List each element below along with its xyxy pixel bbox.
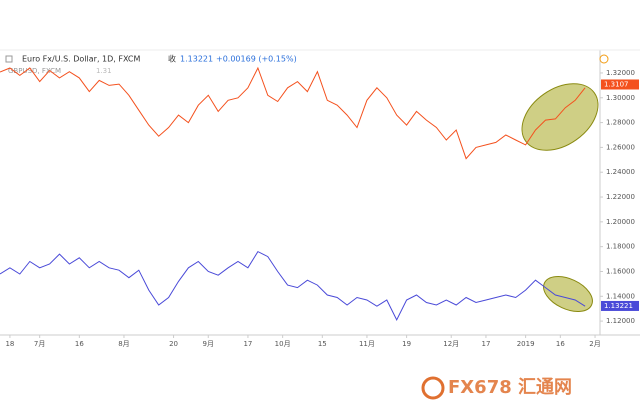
highlight-ellipse	[521, 83, 599, 151]
series-line	[0, 66, 586, 160]
symbol: Euro Fx/U.S. Dollar, 1D, FXCM	[22, 55, 140, 64]
close-value: 1.13221	[180, 55, 213, 64]
y-tick-label: 1.30000	[606, 94, 635, 102]
y-tick-label: 1.24000	[606, 168, 635, 176]
x-tick-label: 12月	[443, 340, 459, 348]
x-tick-label: 17	[243, 340, 252, 348]
price-tag	[601, 300, 639, 311]
x-tick-label: 7月	[34, 340, 45, 348]
watermark-logo	[421, 376, 445, 400]
y-tick-label: 1.12000	[606, 317, 635, 325]
price-tag	[601, 79, 639, 90]
collapse-icon[interactable]	[5, 55, 13, 63]
x-tick-label: 18	[5, 340, 14, 348]
x-tick-label: 11月	[359, 340, 375, 348]
x-tick-label: 16	[75, 340, 84, 348]
x-tick-label: 9月	[203, 340, 214, 348]
alert-icon[interactable]	[599, 54, 609, 64]
x-tick-label: 15	[318, 340, 327, 348]
close-label: 收	[168, 54, 176, 64]
price-tag-label: 1.13221	[604, 302, 633, 310]
y-tick-label: 1.18000	[606, 243, 635, 251]
y-tick-label: 1.32000	[606, 69, 635, 77]
watermark: FX678 汇通网	[448, 377, 572, 398]
x-tick-label: 17	[481, 340, 490, 348]
change: +0.00169 (+0.15%)	[216, 55, 297, 64]
x-tick-label: 2月	[589, 340, 600, 348]
x-tick-label: 20	[169, 340, 178, 348]
price-tag-label: 1.3107	[604, 80, 629, 88]
y-tick-label: 1.28000	[606, 119, 635, 127]
x-tick-label: 2019	[517, 340, 535, 348]
y-tick-label: 1.14000	[606, 292, 635, 300]
x-tick-label: 19	[402, 340, 411, 348]
x-tick-label: 8月	[118, 340, 129, 348]
y-tick-label: 1.16000	[606, 267, 635, 275]
y-tick-label: 1.22000	[606, 193, 635, 201]
x-tick-label: 10月	[275, 340, 291, 348]
overlay-symbol: GBPUSD, FXCM	[8, 67, 61, 75]
y-tick-label: 1.20000	[606, 218, 635, 226]
y-tick-label: 1.26000	[606, 143, 635, 151]
x-tick-label: 16	[556, 340, 565, 348]
series-line	[0, 250, 586, 322]
overlay-value: 1.31	[96, 67, 112, 75]
